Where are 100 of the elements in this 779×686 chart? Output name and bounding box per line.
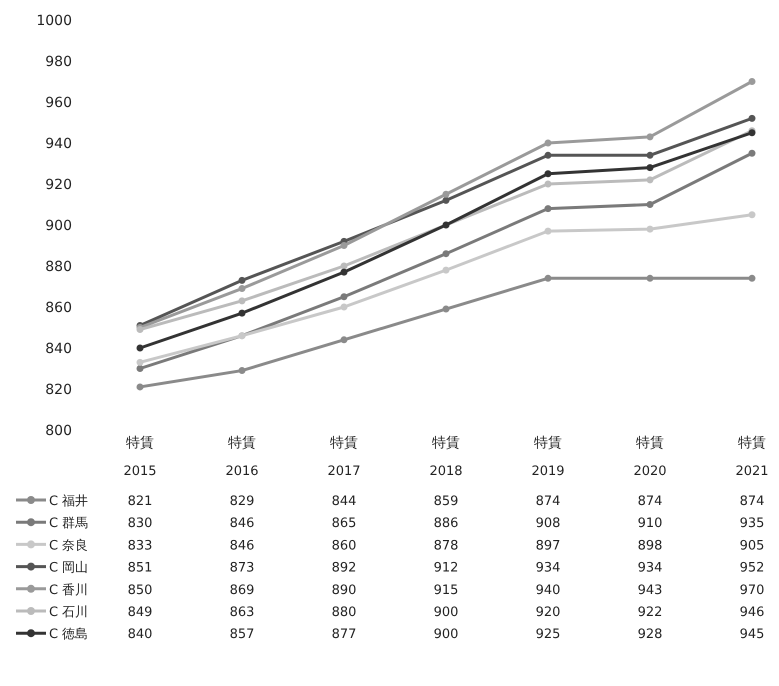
data-label: 920	[536, 605, 560, 620]
y-tick-label: 920	[45, 177, 72, 193]
point	[238, 367, 246, 374]
point	[544, 228, 552, 235]
point	[340, 293, 348, 300]
x-tick-label: 特賃 2015	[123, 435, 157, 479]
point	[238, 297, 246, 304]
point	[136, 365, 144, 372]
data-label: 833	[128, 538, 152, 554]
data-label: 934	[638, 560, 662, 576]
data-label: 873	[230, 560, 254, 576]
x-tick-label: 特賃 2018	[429, 435, 463, 479]
legend-label: C 奈良	[49, 538, 88, 554]
data-label: 865	[332, 516, 356, 532]
data-label: 874	[740, 494, 764, 509]
data-label: 859	[434, 494, 458, 509]
data-label: 952	[740, 560, 764, 576]
point	[340, 268, 348, 276]
data-label: 928	[638, 627, 662, 642]
data-label: 940	[536, 582, 560, 598]
point	[748, 274, 756, 282]
legend-label: C 香川	[49, 582, 88, 598]
x-tick-label: 特賃 2016	[225, 435, 259, 479]
point	[646, 176, 654, 184]
point	[544, 180, 552, 188]
point	[442, 266, 450, 274]
y-tick-label: 940	[45, 136, 72, 152]
point	[340, 262, 348, 270]
data-label: 878	[434, 538, 458, 554]
point	[340, 242, 348, 249]
point	[544, 152, 552, 159]
data-label: 849	[128, 605, 152, 620]
x-tick-label: 特賃 2017	[327, 435, 361, 479]
data-label: 886	[434, 516, 458, 532]
point	[136, 344, 144, 352]
data-label: 897	[536, 538, 560, 554]
y-tick-label: 820	[45, 382, 72, 398]
y-tick-label: 860	[45, 300, 72, 316]
legend-label: C 徳島	[49, 627, 88, 642]
y-tick-label: 800	[45, 423, 72, 439]
data-label: 863	[230, 605, 254, 620]
data-label: 890	[332, 582, 356, 598]
data-label: 898	[638, 538, 662, 554]
data-label: 970	[740, 582, 764, 598]
data-label: 869	[230, 582, 254, 598]
data-label: 922	[638, 605, 662, 620]
point	[238, 310, 246, 317]
point	[238, 285, 246, 292]
point	[646, 201, 654, 208]
y-tick-label: 840	[45, 341, 72, 357]
point	[646, 226, 654, 233]
data-label: 908	[536, 516, 560, 532]
legend-label: C 石川	[49, 605, 88, 620]
point	[340, 336, 348, 344]
data-label: 915	[434, 582, 458, 598]
data-label: 925	[536, 627, 560, 642]
point	[238, 276, 246, 284]
point	[544, 140, 552, 146]
data-label: 900	[434, 627, 458, 642]
x-tick-label: 特賃 2019	[531, 435, 565, 479]
data-label: 910	[638, 516, 662, 532]
data-label: 934	[536, 560, 560, 576]
y-tick-label: 980	[45, 54, 72, 70]
point	[442, 250, 450, 258]
x-tick-label: 特賃 2021	[735, 435, 769, 479]
point	[646, 152, 654, 159]
data-label: 900	[434, 605, 458, 620]
data-label: 851	[128, 560, 152, 576]
point	[544, 205, 552, 212]
point	[646, 133, 654, 140]
point	[136, 383, 144, 390]
point	[442, 190, 450, 198]
point	[748, 150, 756, 157]
point	[544, 170, 552, 178]
point	[646, 164, 654, 172]
y-tick-label: 960	[45, 95, 72, 111]
point	[442, 196, 450, 204]
point	[544, 274, 552, 282]
point	[442, 306, 450, 313]
y-tick-label: 900	[45, 218, 72, 234]
data-label: 840	[128, 627, 152, 642]
legend-label: C 群馬	[49, 516, 88, 532]
data-label: 892	[332, 560, 356, 576]
data-label: 935	[740, 516, 764, 532]
data-label: 943	[638, 582, 662, 598]
data-label: 880	[332, 605, 356, 620]
point	[136, 358, 144, 366]
point	[646, 274, 654, 282]
data-label: 945	[740, 627, 764, 642]
data-label: 821	[128, 494, 152, 509]
y-tick-label: 880	[45, 259, 72, 275]
data-label: 830	[128, 516, 152, 532]
point	[340, 304, 348, 310]
y-tick-label: 1000	[36, 13, 72, 29]
data-label: 912	[434, 560, 458, 576]
data-label: 860	[332, 538, 356, 554]
data-label: 877	[332, 627, 356, 642]
data-label: 850	[128, 582, 152, 598]
point	[136, 326, 144, 334]
data-label: 905	[740, 538, 764, 554]
